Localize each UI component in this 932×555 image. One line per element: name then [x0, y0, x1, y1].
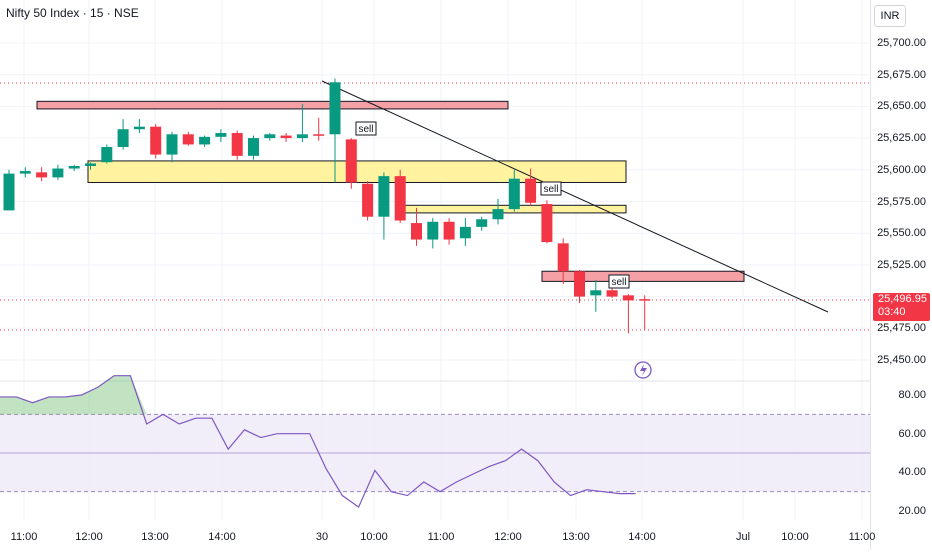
candle-body: [459, 226, 471, 239]
sell-label-box: [355, 121, 377, 136]
rsi-overbought-fill: [0, 375, 147, 415]
bar-countdown-label: 03:40: [878, 306, 906, 318]
candle-body: [280, 135, 292, 139]
time-axis-label: Jul: [735, 531, 751, 543]
candle-body: [68, 165, 80, 169]
price-chart[interactable]: sell sell sell: [0, 0, 870, 550]
price-axis-label: 25,525.00: [877, 258, 926, 271]
candle-body: [36, 172, 48, 178]
time-axis-label: 12:00: [494, 531, 522, 543]
candle-body: [199, 136, 211, 145]
supply-zone: [36, 100, 509, 110]
time-axis-label: 10:00: [360, 531, 388, 543]
time-axis-label: 14:00: [208, 531, 236, 543]
price-axis-label: 25,475.00: [877, 322, 926, 335]
candle-body: [362, 183, 374, 217]
candle-body: [476, 219, 488, 227]
candle-body: [19, 171, 31, 174]
symbol-title[interactable]: Nifty 50 Index · 15 · NSE: [6, 6, 139, 20]
time-axis-label: 10:00: [781, 531, 809, 543]
candle-body: [557, 243, 569, 272]
time-axis-label: 30: [315, 531, 329, 543]
current-price-tag: 25,496.95 03:40: [873, 293, 930, 321]
current-price-label: 25,496.95: [878, 293, 927, 305]
candle-body: [639, 299, 651, 301]
candle-body: [264, 134, 276, 139]
time-axis-label: 14:00: [628, 531, 656, 543]
candle-body: [574, 271, 585, 297]
candle-body: [492, 209, 504, 220]
time-axis-label: 11:00: [10, 531, 38, 543]
rsi-axis-label: 40.00: [898, 466, 926, 479]
time-axis-label: 11:00: [427, 531, 455, 543]
rsi-axis-label: 60.00: [898, 427, 926, 440]
time-axis-label: 13:00: [141, 531, 169, 543]
currency-button[interactable]: INR: [874, 5, 906, 27]
candle-body: [525, 178, 537, 203]
price-axis-label: 25,550.00: [877, 227, 926, 240]
candle-body: [427, 221, 439, 240]
price-axis-label: 25,575.00: [877, 195, 926, 208]
supply-zone: [541, 270, 745, 282]
price-axis-label: 25,650.00: [877, 100, 926, 113]
candle-body: [101, 146, 113, 163]
flash-icon: [634, 361, 652, 379]
candle-body: [133, 126, 145, 130]
time-axis-label: 11:00: [848, 531, 876, 543]
candle-body: [378, 176, 390, 217]
rsi-axis-label: 80.00: [898, 389, 926, 401]
candle-body: [3, 173, 15, 211]
rsi-line: [0, 375, 636, 509]
sell-label: sell: [611, 277, 626, 288]
flash-icon-bolt: [640, 364, 647, 376]
rsi-axis-label: 20.00: [898, 505, 926, 517]
candle-body: [296, 134, 308, 139]
candle-body: [508, 178, 520, 210]
price-axis-label: 25,450.00: [877, 354, 926, 366]
sell-label-box: [540, 181, 562, 196]
price-axis-label: 25,625.00: [877, 132, 926, 145]
candle-body: [541, 204, 553, 243]
candle-body: [52, 168, 64, 178]
candle-body: [606, 290, 618, 297]
candle-body: [182, 134, 194, 145]
candle-body: [313, 134, 325, 136]
candle-body: [117, 129, 129, 147]
price-axis-label: 25,675.00: [877, 68, 926, 81]
candle-body: [443, 221, 455, 240]
time-axis-label: 13:00: [562, 531, 590, 543]
sell-label: sell: [358, 124, 373, 135]
candle-body: [150, 126, 162, 155]
candle-body: [248, 138, 259, 156]
demand-zone: [87, 160, 627, 183]
candle-body: [166, 134, 178, 155]
sell-label: sell: [543, 184, 558, 195]
price-axis-label: 25,700.00: [877, 37, 926, 49]
time-axis-label: 12:00: [75, 531, 103, 543]
candle-body: [394, 176, 406, 221]
candle-body: [345, 139, 357, 183]
candle-body: [215, 133, 227, 137]
candle-body: [329, 82, 341, 135]
price-axis-label: 25,600.00: [877, 163, 926, 176]
sell-label-box: [608, 274, 630, 289]
candle-body: [590, 290, 602, 296]
trend-line: [321, 80, 829, 313]
chart-canvas[interactable]: sell sell sell: [0, 0, 870, 550]
price-axis[interactable]: [870, 0, 932, 550]
candle-body: [85, 163, 96, 166]
candle-body: [622, 295, 634, 301]
candle-body: [231, 133, 243, 156]
candle-body: [411, 223, 422, 240]
